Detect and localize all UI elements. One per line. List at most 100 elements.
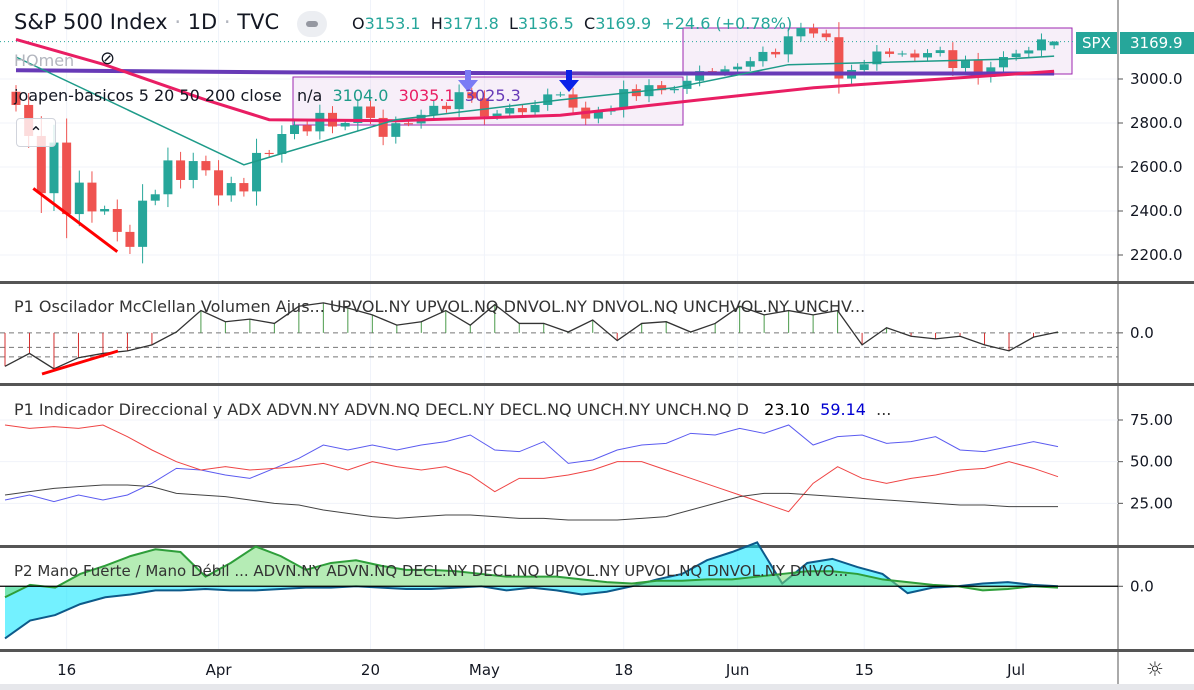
candle-body [619,89,629,109]
ma20-line [15,55,1055,166]
adx-pane-title[interactable]: P1 Indicador Direccional y ADX ADVN.NY A… [14,400,891,419]
ma200-value: 3025.3 [464,86,521,105]
settings-gear-icon[interactable]: ☼ [1146,657,1164,681]
time-axis-label: 16 [57,661,76,679]
hidden-eye-icon[interactable]: ⊘ [100,48,116,69]
last-price-tag: 3169.9 [1120,32,1194,54]
high-value: 3171.8 [442,14,499,33]
candle-body [910,53,920,58]
plus-di-value: 59.14 [820,400,866,419]
candle-body [201,161,211,171]
candle-body [36,135,46,194]
interval: 1D [187,10,218,34]
candle-body [1036,39,1046,51]
candle-body [290,125,300,134]
ma200-line [15,68,1055,76]
separator: · [174,10,181,34]
candle-body [264,152,274,155]
time-axis-label: 20 [361,661,380,679]
close-label: C [584,14,596,33]
price-tick-label: 2200.0 [1130,246,1183,264]
ohlc-readout: O3153.1 H3171.8 L3136.5 C3169.9 +24.6 (+… [352,14,792,33]
candle-body [214,170,224,196]
adx-title-text: P1 Indicador Direccional y ADX ADVN.NY A… [14,400,749,419]
candle-body [125,231,135,247]
candle-body [62,142,72,215]
candle-body [163,160,173,195]
candle-body [391,123,401,137]
candle-body [961,60,970,68]
symbol-price-tag: SPX [1076,32,1117,54]
time-axis-label: May [469,661,500,679]
p2-pane-title[interactable]: P2 Mano Fuerte / Mano Débil ... ADVN.NY … [14,562,849,580]
candle-body [593,111,603,119]
candle-body [745,61,755,67]
chevron-up-icon: ⌃ [29,123,43,142]
candle-body [454,92,464,110]
low-value: 3136.5 [517,14,574,33]
adx-p2-divider [0,545,1194,548]
series-toggle-button[interactable] [297,11,327,37]
adx-axis-label: 50.00 [1130,453,1173,471]
price-tick-label: 2800.0 [1130,114,1183,132]
candle-body [378,117,388,137]
candle-body [530,104,540,113]
candle-body [74,182,84,215]
high-label: H [430,14,443,33]
candle-body [720,69,730,73]
candle-body [441,105,451,110]
candle-body [973,60,983,78]
candle-body [948,50,958,68]
candle-body [176,160,186,180]
candle-body [340,123,350,127]
candle-body [353,106,363,123]
candle-body [252,152,262,192]
time-axis-label: 18 [614,661,633,679]
more-values: ... [876,400,892,419]
adx-axis-label: 75.00 [1130,411,1173,429]
candle-body [1049,41,1059,46]
candle-body [112,209,122,232]
price-tick-label: 2600.0 [1130,158,1183,176]
strong-hand-area [5,546,1058,598]
candle-body [872,51,882,65]
down-arrow-icon [458,70,478,92]
osc-pane-title[interactable]: P1 Oscilador McClellan Volumen Ajus... U… [14,297,866,316]
candle-body [859,64,869,70]
ma50-line [15,37,1055,123]
open-value: 3153.1 [364,14,421,33]
candle-body [543,94,553,105]
ma20-value: 3104.0 [332,86,389,105]
exchange: TVC [237,10,280,34]
homen-indicator-label[interactable]: HOmen [14,51,75,70]
candle-body [758,51,768,62]
plus-di-line [4,424,1059,503]
ma-legend[interactable]: joapen-basicos 5 20 50 200 close n/a 310… [14,86,521,105]
collapse-legend-button[interactable]: ⌃ [16,118,56,147]
candle-body [49,142,59,194]
candle-body [429,105,439,115]
candle-body [834,37,844,79]
candle-body [467,92,477,99]
weak-hand-line [4,541,1059,640]
symbol-title[interactable]: S&P 500 Index · 1D · TVC [14,10,279,34]
minus-di-line [4,424,1059,513]
candle-body [479,98,489,117]
osc-trendline [41,349,119,376]
bottom-bar [0,684,1194,690]
candle-body [505,108,515,114]
main-osc-divider [0,281,1194,284]
p2-axis-label: 0.0 [1130,577,1154,595]
candle-body [695,71,705,81]
osc-adx-divider [0,383,1194,386]
candle-body [11,91,21,105]
candle-body [87,182,97,212]
adx-axis-label: 25.00 [1130,494,1173,512]
candle-body [517,108,527,113]
candle-body [796,27,806,37]
price-tick-label: 3000.0 [1130,70,1183,88]
ma5-value: n/a [296,86,323,105]
candle-body [138,200,148,247]
down-arrow-icon [559,70,579,92]
